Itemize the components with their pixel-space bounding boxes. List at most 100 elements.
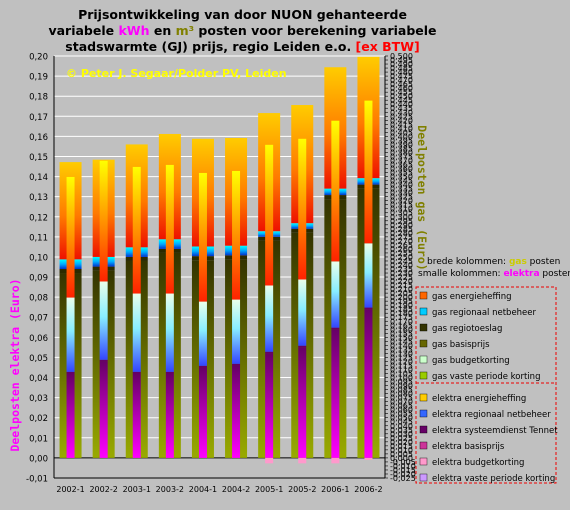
legend-label: gas budgetkorting — [432, 356, 510, 366]
y-right-tick-label: 0,275 — [390, 233, 413, 242]
y-right-tick-label: 0,205 — [390, 289, 413, 298]
legend-item: gas basisprijs — [419, 339, 490, 350]
y-right-tick-label: 0,380 — [390, 148, 413, 157]
elektra-netbeheer-bar — [364, 243, 373, 308]
legend-label: elektra energieheffing — [432, 394, 526, 404]
y-right-tick-label: 0,300 — [390, 213, 413, 222]
x-tick-label: 2005-1 — [255, 485, 283, 494]
legend-label: gas regiotoeslag — [432, 324, 502, 334]
legend-item: elektra systeemdienst Tennet — [419, 425, 558, 436]
y-right-tick-label: 0,405 — [390, 128, 413, 137]
legend-label: elektra regionaal netbeheer — [432, 410, 551, 420]
legend-label: gas basisprijs — [432, 340, 490, 350]
y-right-tick-label: 0,290 — [390, 221, 413, 230]
elektra-energieheffing-bar — [198, 172, 207, 302]
y-right-tick-label: 0,150 — [390, 333, 413, 342]
elektra-basisprijs-bar — [165, 373, 174, 458]
y-right-tick-label: 0,455 — [390, 88, 413, 97]
y-right-tick-label: 0,040 — [390, 422, 413, 431]
y-right-tick-label: 0,045 — [390, 418, 413, 427]
y-right-tick-label: 0,470 — [390, 76, 413, 85]
legend-swatch — [419, 307, 428, 316]
bar-group — [357, 56, 380, 460]
elektra-tennet-bar — [331, 327, 340, 330]
y-left-tick-label: 0,07 — [29, 314, 48, 324]
y-right-tick-label: 0,125 — [390, 353, 413, 362]
y-right-tick-label: 0,175 — [390, 313, 413, 322]
elektra-tennet-bar — [265, 351, 274, 354]
y-right-tick-label: 0,430 — [390, 108, 413, 117]
y-right-tick-label: 0,255 — [390, 249, 413, 258]
y-right-tick-label: 0,065 — [390, 402, 413, 411]
y-right-tick-label: 0,070 — [390, 398, 413, 407]
legend-item: gas regionaal netbeheer — [419, 307, 537, 318]
y-right-tick-label: 0,135 — [390, 345, 413, 354]
elektra-netbeheer-bar — [165, 293, 174, 372]
y-left-tick-label: 0,16 — [29, 133, 48, 143]
legend-swatch — [419, 355, 428, 364]
y-right-tick-label: 0,420 — [390, 116, 413, 125]
legend-item: elektra vaste periode korting — [419, 473, 555, 484]
legend-label: gas regionaal netbeheer — [432, 308, 537, 318]
y-right-tick-label: 0,165 — [390, 321, 413, 330]
x-tick-label: 2004-2 — [222, 485, 250, 494]
legend-item: gas regiotoeslag — [419, 323, 502, 334]
y-right-tick-label: 0,110 — [390, 365, 413, 374]
title-line-1: Prijsontwikkeling van door NUON gehantee… — [78, 7, 407, 22]
elektra-budgetkorting-bar — [331, 457, 340, 464]
bar-group — [125, 144, 148, 458]
elektra-budgetkorting-bar — [298, 457, 307, 464]
y-right-tick-label: 0,010 — [390, 446, 413, 455]
y-axis-left-label: Deelposten elektra (Euro) — [8, 278, 22, 451]
y-left-tick-label: 0,05 — [29, 354, 48, 364]
elektra-energieheffing-bar — [99, 160, 108, 282]
y-right-tick-label: 0,270 — [390, 237, 413, 246]
y-left-tick-label: 0,13 — [29, 193, 48, 203]
legend-item: gas budgetkorting — [419, 355, 510, 366]
x-tick-label: 2003-2 — [156, 485, 184, 494]
y-right-tick-label: 0,180 — [390, 309, 413, 318]
bar-group — [158, 133, 181, 458]
y-left-tick-label: 0,09 — [29, 274, 48, 284]
y-right-tick-label: 0,440 — [390, 100, 413, 109]
y-right-tick-label: 0,075 — [390, 394, 413, 403]
y-right-tick-label: 0,035 — [390, 426, 413, 435]
y-right-tick-label: 0,030 — [390, 430, 413, 439]
y-right-tick-label: 0,085 — [390, 386, 413, 395]
elektra-netbeheer-bar — [132, 293, 141, 372]
y-right-tick-label: 0,375 — [390, 152, 413, 161]
legend-swatch — [419, 441, 428, 450]
y-right-tick-label: 0,105 — [390, 370, 413, 379]
y-right-tick-label: 0,055 — [390, 410, 413, 419]
y-right-tick-label: 0,080 — [390, 390, 413, 399]
y-right-tick-label: 0,385 — [390, 144, 413, 153]
y-right-tick-label: 0,480 — [390, 68, 413, 77]
bar-group — [324, 67, 347, 464]
elektra-tennet-bar — [198, 365, 207, 368]
y-right-tick-label: 0,395 — [390, 136, 413, 145]
y-right-tick-label: 0,370 — [390, 156, 413, 165]
elektra-basisprijs-bar — [364, 309, 373, 458]
y-right-tick-label: 0,465 — [390, 80, 413, 89]
y-right-tick-label: 0,360 — [390, 165, 413, 174]
y-right-tick-label: 0,145 — [390, 337, 413, 346]
y-right-tick-label: 0,490 — [390, 60, 413, 69]
y-right-tick-label: 0,320 — [390, 197, 413, 206]
y-right-tick-label: 0,090 — [390, 382, 413, 391]
y-left-tick-label: 0,02 — [29, 414, 48, 424]
x-tick-label: 2002-1 — [56, 485, 84, 494]
y-right-tick-label: 0,220 — [390, 277, 413, 286]
x-tick-label: 2005-2 — [288, 485, 316, 494]
y-right-tick-label: 0,245 — [390, 257, 413, 266]
elektra-basisprijs-bar — [99, 361, 108, 458]
elektra-tennet-bar — [364, 307, 373, 310]
legend-item: elektra basisprijs — [419, 441, 505, 452]
title-m3: m³ — [175, 23, 195, 38]
x-tick-label: 2002-2 — [89, 485, 117, 494]
title-line-3: stadswarmte (GJ) prijs, regio Leiden e.o… — [65, 39, 420, 54]
elektra-energieheffing-bar — [364, 100, 373, 244]
y-right-tick-label: 0,365 — [390, 161, 413, 170]
y-right-tick-label: -0,025 — [390, 474, 416, 483]
y-right-tick-label: 0,130 — [390, 349, 413, 358]
